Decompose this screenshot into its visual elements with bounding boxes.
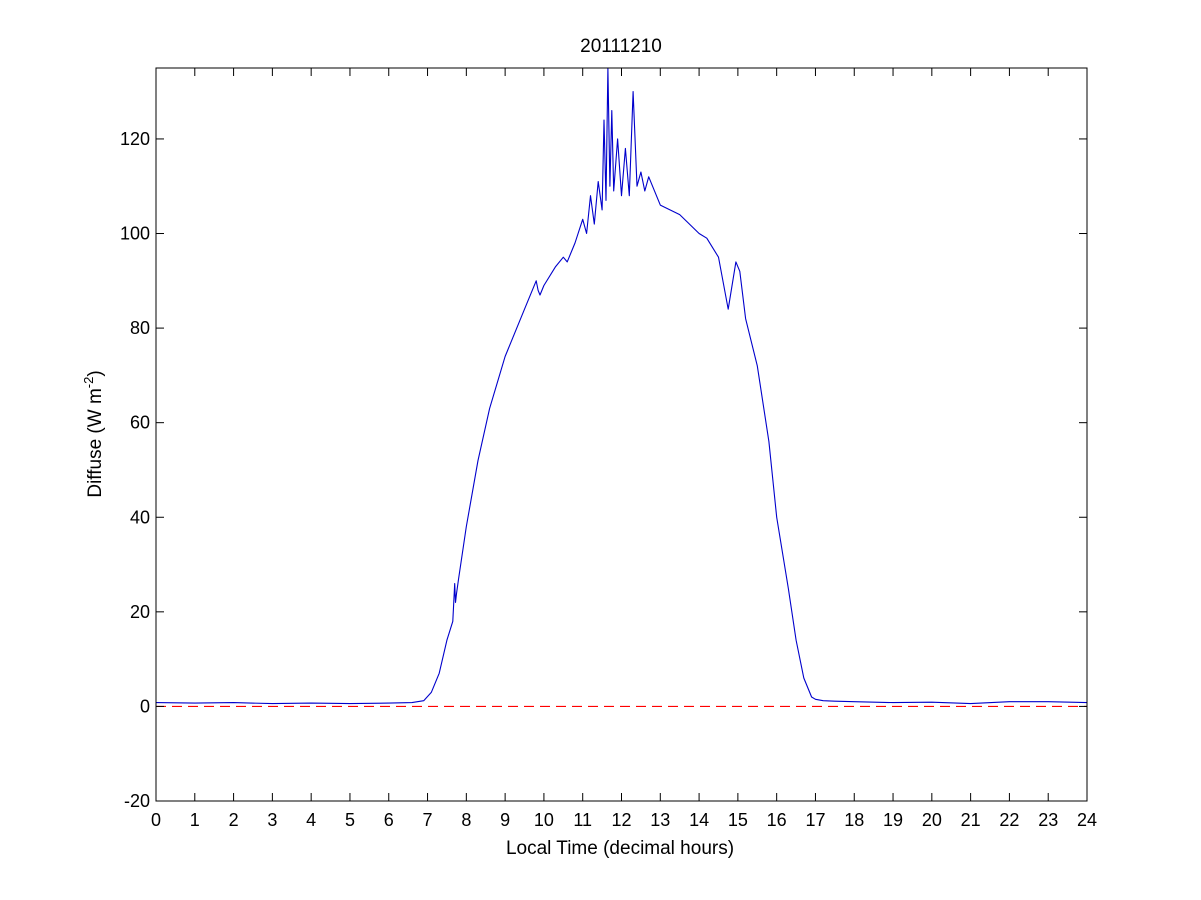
x-tick-label: 12: [611, 810, 631, 830]
x-tick-label: 13: [650, 810, 670, 830]
y-tick-label: -20: [124, 791, 150, 811]
x-tick-label: 16: [767, 810, 787, 830]
y-axis-title-main: Diffuse (W m: [85, 388, 106, 497]
x-tick-label: 14: [689, 810, 709, 830]
y-axis-title-tail: ): [85, 370, 106, 376]
x-tick-label: 6: [384, 810, 394, 830]
x-tick-label: 24: [1077, 810, 1097, 830]
x-tick-label: 17: [805, 810, 825, 830]
x-tick-label: 22: [999, 810, 1019, 830]
y-tick-label: 100: [120, 224, 150, 244]
x-tick-label: 1: [190, 810, 200, 830]
x-tick-label: 15: [728, 810, 748, 830]
x-tick-label: 2: [229, 810, 239, 830]
x-tick-label: 0: [151, 810, 161, 830]
x-tick-label: 23: [1038, 810, 1058, 830]
y-tick-label: 120: [120, 129, 150, 149]
x-tick-label: 18: [844, 810, 864, 830]
y-tick-label: 60: [130, 413, 150, 433]
x-tick-label: 21: [961, 810, 981, 830]
chart-title: 20111210: [580, 36, 662, 57]
x-tick-label: 4: [306, 810, 316, 830]
series-line-0: [156, 68, 1087, 705]
x-tick-label: 8: [461, 810, 471, 830]
y-tick-label: 80: [130, 318, 150, 338]
x-tick-label: 9: [500, 810, 510, 830]
y-tick-label: 40: [130, 507, 150, 527]
plot-area: 0 1 2 3 4 5 6 7 8 9 10 11 12 13 14 15 16 17 18 19 20 21 22 23 24…: [120, 67, 1097, 830]
x-tick-label: 5: [345, 810, 355, 830]
x-tick-label: 20: [922, 810, 942, 830]
x-tick-label: 11: [573, 810, 592, 830]
y-axis-title-superscript: -2: [81, 377, 96, 389]
x-axis-title: Local Time (decimal hours): [506, 838, 734, 859]
x-tick-label: 19: [883, 810, 903, 830]
y-axis-title: Diffuse (W m-2): [81, 370, 106, 497]
x-tick-label: 10: [534, 810, 554, 830]
x-tick-label: 7: [423, 810, 433, 830]
y-tick-label: 0: [140, 696, 150, 716]
x-tick-label: 3: [267, 810, 277, 830]
y-tick-label: 20: [130, 602, 150, 622]
